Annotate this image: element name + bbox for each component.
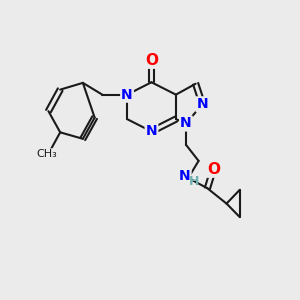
Text: N: N <box>180 116 192 130</box>
Text: O: O <box>145 53 158 68</box>
Text: CH₃: CH₃ <box>37 149 57 159</box>
Text: N: N <box>179 169 190 184</box>
Text: N: N <box>121 88 133 102</box>
Text: H: H <box>188 175 199 188</box>
Text: O: O <box>207 162 220 177</box>
Text: N: N <box>146 124 157 138</box>
Text: N: N <box>196 98 208 111</box>
